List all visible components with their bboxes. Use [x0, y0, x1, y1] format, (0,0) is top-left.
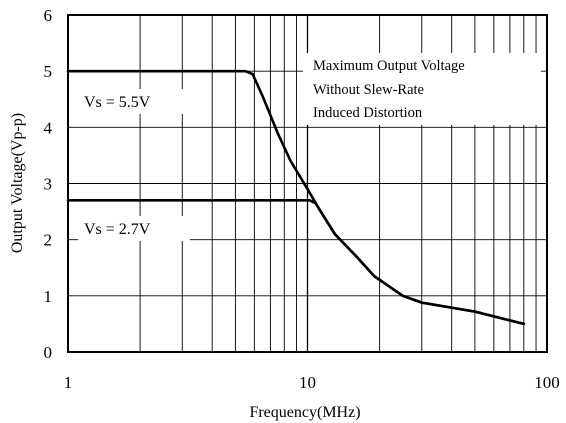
series-line-2v7	[66, 199, 526, 326]
annotation-box: Maximum Output Voltage Without Slew-Rate…	[303, 53, 541, 125]
series-label-5v5-text: Vs = 5.5V	[84, 94, 151, 111]
annotation-line-1: Maximum Output Voltage	[313, 58, 465, 74]
series-label-2v7-text: Vs = 2.7V	[84, 221, 151, 238]
x-tick-label: 1	[64, 373, 73, 392]
y-axis-title: Output Voltage(Vp-p)	[9, 113, 26, 253]
annotation-background	[303, 53, 541, 125]
x-tick-label: 100	[534, 373, 560, 392]
annotation-line-2: Without Slew-Rate	[313, 82, 424, 98]
series-lines	[66, 69, 526, 326]
y-tick-label: 3	[44, 175, 53, 194]
series-label-5v5: Vs = 5.5V	[78, 89, 190, 114]
plot-frame	[67, 14, 548, 353]
y-tick-label: 2	[44, 231, 53, 250]
series-label-2v7-background	[78, 216, 190, 241]
y-tick-label: 1	[44, 287, 53, 306]
y-tick-label: 4	[44, 118, 53, 137]
y-tick-label: 5	[44, 62, 53, 81]
x-axis-title: Frequency(MHz)	[249, 404, 360, 421]
y-tick-label: 6	[44, 6, 53, 25]
x-tick-label: 10	[299, 373, 316, 392]
series-label-5v5-background	[78, 89, 190, 114]
y-tick-label: 0	[44, 343, 53, 362]
annotation-line-3: Induced Distortion	[313, 105, 423, 121]
series-label-2v7: Vs = 2.7V	[78, 216, 190, 241]
